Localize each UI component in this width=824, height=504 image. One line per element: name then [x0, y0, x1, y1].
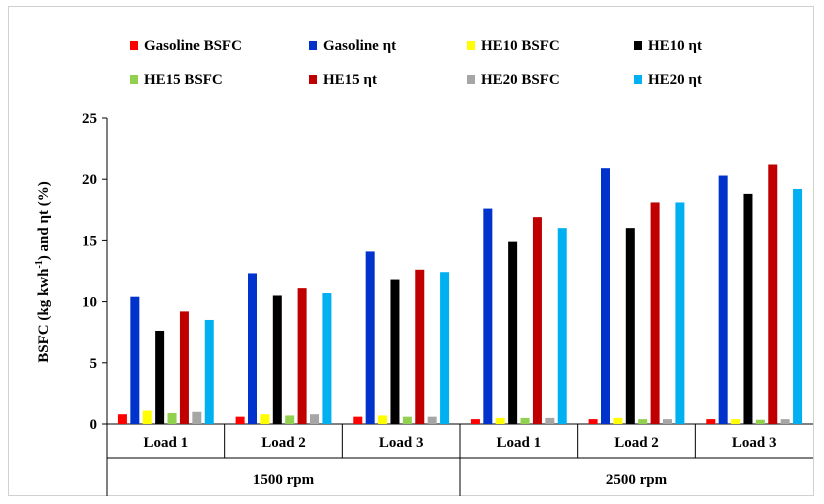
legend-item: HE10 BSFC — [467, 38, 560, 54]
y-tick-label: 5 — [90, 356, 98, 372]
legend-label: HE10 ηt — [648, 38, 702, 54]
bar — [260, 414, 270, 424]
bar — [663, 419, 672, 424]
bar — [557, 228, 567, 424]
bar — [625, 228, 635, 424]
bar — [390, 279, 400, 424]
legend-swatch — [467, 41, 475, 50]
bar — [508, 241, 518, 424]
legend-label: Gasoline ηt — [323, 38, 396, 54]
legend-swatch — [634, 41, 642, 50]
bar — [415, 269, 425, 424]
x-tick-label: Load 3 — [732, 435, 777, 451]
y-axis-label: BSFC (kg kwh-1) and ηt (%) — [34, 181, 52, 362]
y-axis-label-superscript: -1 — [34, 260, 45, 268]
legend-item: HE10 ηt — [634, 38, 702, 54]
bar — [650, 202, 660, 424]
bar — [353, 416, 363, 424]
x-tick-label: Load 2 — [614, 435, 659, 451]
legend: Gasoline BSFC Gasoline ηt HE10 BSFC HE10 ηt… — [130, 38, 702, 88]
x-axis-labels: Load 1 Load 2 Load 3 Load 1 Load 2 Load 3 1500… — [107, 424, 813, 496]
bar — [613, 417, 623, 424]
bar — [322, 293, 332, 424]
legend-label: HE15 BSFC — [144, 72, 223, 88]
bar — [470, 419, 480, 424]
legend-swatch — [309, 75, 317, 84]
bar — [310, 414, 319, 424]
y-tick-label: 0 — [90, 417, 98, 433]
group-label: 1500 rpm — [253, 472, 315, 488]
bar — [718, 175, 728, 424]
bar — [402, 416, 412, 424]
legend-swatch — [467, 75, 475, 84]
bar — [588, 419, 598, 424]
x-tick-label: Load 3 — [379, 435, 424, 451]
bar — [192, 411, 202, 424]
x-tick-label: Load 2 — [261, 435, 306, 451]
legend-item: HE20 BSFC — [467, 72, 560, 88]
bar — [675, 202, 685, 424]
legend-label: HE15 ηt — [323, 72, 377, 88]
legend-item: HE15 BSFC — [130, 72, 223, 88]
bar — [285, 415, 295, 424]
bar — [601, 168, 610, 424]
bar — [743, 193, 753, 424]
bar — [638, 419, 648, 424]
legend-swatch — [130, 41, 138, 50]
legend-swatch — [634, 75, 642, 84]
y-axis-label-tail: ) and ηt (%) — [36, 181, 52, 260]
bar — [272, 295, 282, 424]
bar — [378, 415, 388, 424]
bar — [235, 416, 245, 424]
bars — [117, 164, 803, 424]
bar — [204, 319, 214, 424]
group-label: 2500 rpm — [606, 472, 668, 488]
bar — [427, 416, 437, 424]
bar — [768, 164, 778, 424]
bar — [780, 419, 790, 424]
bar — [532, 217, 542, 424]
legend-item: HE20 ηt — [634, 72, 702, 88]
bar — [248, 273, 257, 424]
bar — [520, 417, 530, 424]
bar — [167, 412, 177, 424]
x-tick-label: Load 1 — [497, 435, 542, 451]
legend-label: HE10 BSFC — [481, 38, 560, 54]
bar — [755, 419, 765, 424]
y-tick-label: 15 — [82, 233, 97, 249]
bar — [297, 288, 307, 424]
bar — [179, 311, 189, 424]
bar — [155, 330, 165, 424]
legend-label: HE20 BSFC — [481, 72, 560, 88]
bar — [495, 417, 505, 424]
y-tick-label: 10 — [82, 295, 97, 311]
y-tick-label: 20 — [82, 172, 97, 188]
bar — [117, 414, 127, 424]
legend-swatch — [309, 41, 317, 50]
legend-label: Gasoline BSFC — [144, 38, 242, 54]
legend-item: Gasoline ηt — [309, 38, 396, 54]
legend-swatch — [130, 75, 138, 84]
bar — [706, 419, 716, 424]
legend-label: HE20 ηt — [648, 72, 702, 88]
bar — [142, 410, 152, 424]
y-tick-label: 25 — [82, 111, 97, 127]
bar — [130, 296, 140, 424]
y-axis-label-main: BSFC (kg kwh — [36, 268, 52, 363]
bar — [793, 188, 803, 424]
bar — [545, 417, 555, 424]
legend-item: Gasoline BSFC — [130, 38, 242, 54]
bar — [365, 251, 375, 424]
bar — [440, 272, 450, 424]
x-tick-label: Load 1 — [144, 435, 189, 451]
bar — [731, 419, 741, 424]
bar — [483, 208, 493, 424]
legend-item: HE15 ηt — [309, 72, 377, 88]
